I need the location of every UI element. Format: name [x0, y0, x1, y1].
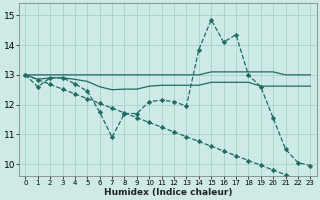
- X-axis label: Humidex (Indice chaleur): Humidex (Indice chaleur): [104, 188, 232, 197]
